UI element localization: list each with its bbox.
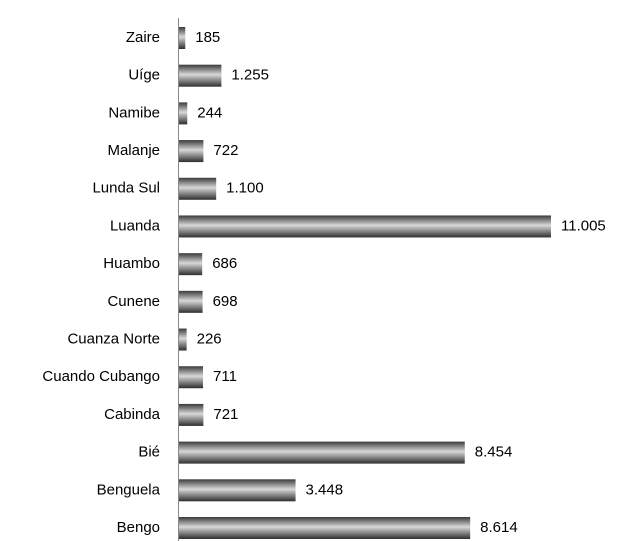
category-label: Cunene xyxy=(107,293,160,310)
data-label: 1.100 xyxy=(226,180,264,197)
category-label: Namibe xyxy=(108,104,160,121)
category-label: Cuando Cubango xyxy=(42,368,160,385)
data-label: 185 xyxy=(195,29,220,46)
category-label: Luanda xyxy=(110,217,161,234)
bar xyxy=(179,177,217,200)
data-label: 721 xyxy=(213,406,238,423)
category-label: Cabinda xyxy=(104,406,161,423)
data-label: 1.255 xyxy=(231,67,269,84)
bar xyxy=(179,290,203,313)
bar xyxy=(179,215,551,238)
category-label: Uíge xyxy=(128,67,160,84)
category-label: Benguela xyxy=(97,481,161,498)
data-label: 698 xyxy=(213,293,238,310)
bar xyxy=(179,102,188,125)
bar xyxy=(179,479,296,502)
data-label: 11.005 xyxy=(561,217,606,234)
category-label: Bié xyxy=(138,444,160,461)
data-label: 3.448 xyxy=(306,481,344,498)
category-label: Zaire xyxy=(126,29,160,46)
bar xyxy=(179,366,204,389)
data-label: 711 xyxy=(213,368,237,385)
category-label: Malanje xyxy=(107,142,160,159)
data-label: 226 xyxy=(197,331,222,348)
bar xyxy=(179,140,204,163)
data-label: 686 xyxy=(212,255,237,272)
bar xyxy=(179,517,471,539)
bar xyxy=(179,64,222,87)
data-label: 8.454 xyxy=(475,444,513,461)
data-label: 244 xyxy=(197,104,222,121)
bar xyxy=(179,441,465,464)
bar xyxy=(179,253,203,276)
bar xyxy=(179,328,187,351)
category-label: Huambo xyxy=(103,255,160,272)
category-label: Lunda Sul xyxy=(92,180,160,197)
category-label: Cuanza Norte xyxy=(67,331,160,348)
category-label: Bengo xyxy=(117,519,160,536)
bar xyxy=(179,27,186,49)
data-label: 8.614 xyxy=(480,519,518,536)
data-label: 722 xyxy=(213,142,238,159)
bar xyxy=(179,403,204,426)
